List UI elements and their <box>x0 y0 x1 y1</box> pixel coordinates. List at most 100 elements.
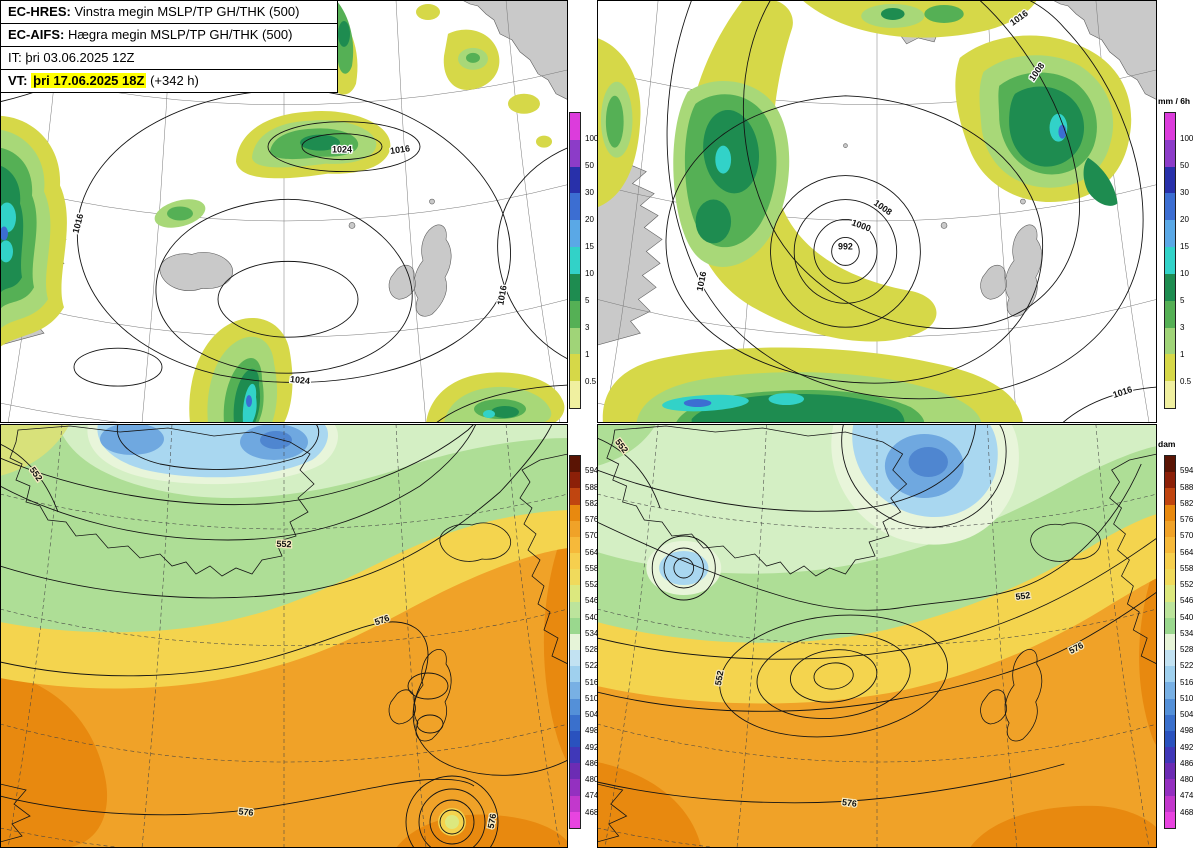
height-contours <box>597 424 1157 804</box>
colorbar-segment <box>570 714 580 731</box>
colorbar-segment <box>570 795 580 812</box>
colorbar-segment <box>1165 730 1175 748</box>
colorbar-segment <box>1165 601 1175 618</box>
colorbar-segment <box>570 763 580 780</box>
svg-text:576: 576 <box>841 797 857 809</box>
legend-row-valid-time: VT: þri 17.06.2025 18Z (+342 h) <box>1 70 337 92</box>
colorbar-tick-label: 588 <box>1180 482 1194 492</box>
colorbar-tick-label: 582 <box>585 498 599 508</box>
colorbar-segment <box>570 536 580 554</box>
colorbar-tick-label: 498 <box>585 726 599 736</box>
colorbar-segment <box>1165 193 1175 221</box>
colorbar-tick-label: 582 <box>1180 498 1194 508</box>
colorbar-tick-label: 534 <box>585 628 599 638</box>
colorbar-tick-label: 474 <box>1180 791 1194 801</box>
colorbar-tick-label: 594 <box>1180 466 1194 476</box>
colorbar-tick-label: 5 <box>1180 296 1185 305</box>
legend-box: EC-HRES: Vinstra megin MSLP/TP GH/THK (5… <box>0 0 338 93</box>
colorbar-tick-label: 528 <box>1180 645 1194 655</box>
height-contours <box>0 424 568 848</box>
colorbar-tick-label: 576 <box>585 515 599 525</box>
height-contour-labels: 552 552 576 576 576 <box>26 464 499 831</box>
precip-unit-label: mm / 6h <box>1158 96 1191 106</box>
colorbar-tick-label: 480 <box>585 775 599 785</box>
colorbar-segment <box>570 456 580 473</box>
colorbar-segment <box>1165 714 1175 731</box>
colorbar-tick-label: 3 <box>1180 323 1185 332</box>
precip-colorbar-left: 100 50 30 20 15 10 5 3 1 0.5 <box>569 112 613 409</box>
colorbar-tick-label: 546 <box>1180 596 1194 606</box>
legend-model-aifs: EC-AIFS: <box>8 27 65 42</box>
colorbar-segment <box>1165 327 1175 355</box>
colorbar-segment <box>1165 273 1175 301</box>
colorbar-tick-label: 516 <box>1180 677 1194 687</box>
colorbar-segment <box>1165 650 1175 667</box>
colorbar-tick-label: 50 <box>1180 161 1189 170</box>
map-panel-aifs-mslp-tp: 992 1000 1008 1016 1016 1008 1016 <box>597 0 1157 423</box>
colorbar-tick-label: 504 <box>1180 710 1194 720</box>
colorbar-segment <box>1165 569 1175 586</box>
colorbar-segment <box>570 247 580 274</box>
svg-text:576: 576 <box>373 613 391 628</box>
colorbar-segment <box>570 617 580 634</box>
colorbar-segment <box>1165 354 1175 382</box>
colorbar-segment <box>570 698 580 715</box>
colorbar-segment <box>570 381 580 408</box>
colorbar-tick-label: 570 <box>1180 531 1194 541</box>
colorbar-tick-label: 552 <box>585 580 599 590</box>
colorbar-segment <box>1165 166 1175 194</box>
colorbar-tick-label: 492 <box>585 742 599 752</box>
svg-text:552: 552 <box>1015 590 1031 602</box>
colorbar-tick-label: 0.5 <box>1180 377 1192 386</box>
colorbar-segment <box>1165 381 1175 408</box>
svg-text:576: 576 <box>238 806 254 818</box>
colorbar-tick-label: 486 <box>585 758 599 768</box>
colorbar-tick-label: 15 <box>585 242 594 251</box>
colorbar-segment <box>1165 536 1175 554</box>
colorbar-segment <box>1165 488 1175 505</box>
legend-valid-time-highlight: þri 17.06.2025 18Z <box>31 73 147 88</box>
colorbar-segment <box>1165 617 1175 634</box>
colorbar-tick-label: 474 <box>585 791 599 801</box>
colorbar-segment <box>570 747 580 764</box>
svg-text:552: 552 <box>276 539 291 550</box>
svg-text:1016: 1016 <box>495 285 508 306</box>
colorbar-tick-label: 20 <box>1180 215 1189 224</box>
colorbar-tick-label: 534 <box>1180 628 1194 638</box>
colorbar-tick-label: 588 <box>585 482 599 492</box>
colorbar-segment <box>1165 633 1175 651</box>
colorbar-segment <box>1165 763 1175 780</box>
svg-text:1016: 1016 <box>389 143 410 156</box>
colorbar-segment <box>1165 456 1175 473</box>
legend-init-label: IT: <box>8 50 22 65</box>
colorbar-tick-label: 570 <box>585 531 599 541</box>
colorbar-tick-label: 576 <box>1180 515 1194 525</box>
colorbar-tick-label: 528 <box>585 645 599 655</box>
colorbar-tick-label: 468 <box>1180 807 1194 817</box>
legend-row-init-time: IT: þri 03.06.2025 12Z <box>1 47 337 70</box>
map-panel-hres-gh-thk: 552 552 576 576 576 <box>0 424 568 848</box>
legend-text-hres: Vinstra megin MSLP/TP GH/THK (500) <box>74 4 300 19</box>
colorbar-segment <box>570 273 580 301</box>
colorbar-tick-label: 30 <box>1180 188 1189 197</box>
legend-model-hres: EC-HRES: <box>8 4 71 19</box>
map-panel-aifs-gh-thk: 552 552 552 576 576 <box>597 424 1157 848</box>
colorbar-tick-label: 5 <box>585 296 590 305</box>
colorbar-segment <box>570 520 580 537</box>
colorbar-segment <box>1165 300 1175 328</box>
svg-text:1024: 1024 <box>332 145 352 155</box>
colorbar-tick-label: 3 <box>585 323 590 332</box>
colorbar-tick-label: 594 <box>585 466 599 476</box>
colorbar-segment <box>1165 247 1175 274</box>
colorbar-tick-label: 10 <box>585 269 594 278</box>
colorbar-segment <box>570 666 580 683</box>
colorbar-tick-label: 522 <box>1180 661 1194 671</box>
colorbar-tick-label: 564 <box>1180 547 1194 557</box>
legend-row-aifs: EC-AIFS: Hægra megin MSLP/TP GH/THK (500… <box>1 24 337 47</box>
legend-row-hres: EC-HRES: Vinstra megin MSLP/TP GH/THK (5… <box>1 1 337 24</box>
colorbar-segment <box>1165 520 1175 537</box>
legend-text-aifs: Hægra megin MSLP/TP GH/THK (500) <box>67 27 293 42</box>
colorbar-tick-label: 510 <box>585 693 599 703</box>
colorbar-segment <box>570 601 580 618</box>
